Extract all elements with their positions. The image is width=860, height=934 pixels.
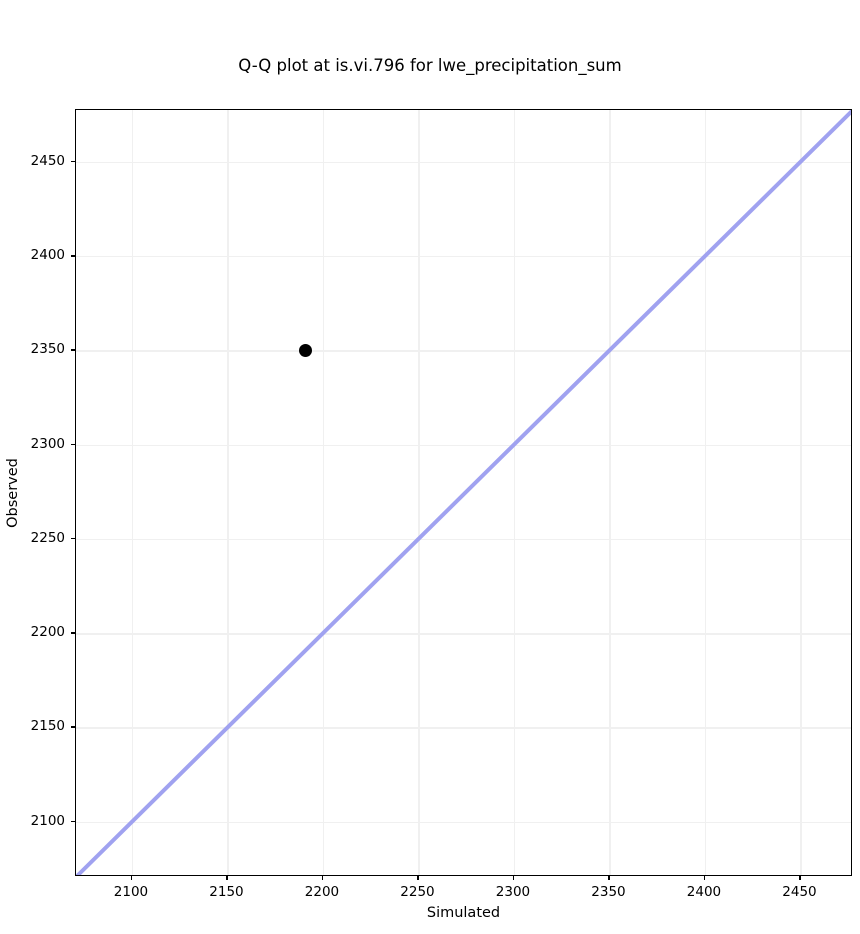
- gridline-horizontal: [76, 538, 851, 541]
- x-tick-label: 2250: [400, 884, 435, 900]
- gridline-vertical: [227, 110, 229, 875]
- y-axis-label-text: Observed: [5, 457, 22, 528]
- gridline-horizontal: [76, 350, 851, 352]
- x-tick-mark: [608, 876, 610, 880]
- x-tick-mark: [130, 876, 133, 880]
- x-tick-label: 2400: [686, 884, 722, 900]
- gridline-vertical: [418, 110, 420, 875]
- y-tick-mark: [71, 443, 75, 446]
- gridline-vertical: [131, 110, 134, 875]
- gridline-vertical: [513, 110, 516, 875]
- chart-title-line-1: Q-Q plot at is.vi.796 for lwe_precipitat…: [238, 56, 622, 75]
- y-tick-label: 2100: [30, 812, 65, 829]
- x-tick-mark: [321, 876, 324, 880]
- x-tick-label: 2350: [591, 884, 626, 900]
- reference-line: [76, 110, 851, 875]
- gridline-horizontal: [76, 256, 851, 258]
- data-point: [299, 343, 313, 357]
- x-axis-label: Simulated: [426, 905, 501, 921]
- x-tick-label: 2100: [113, 884, 149, 900]
- x-tick-label: 2300: [495, 884, 531, 900]
- x-tick-mark: [417, 876, 419, 880]
- y-tick-label: 2300: [30, 435, 65, 452]
- y-tick-mark: [71, 349, 75, 351]
- gridline-horizontal: [76, 633, 851, 635]
- y-axis-label: Observed: [0, 109, 26, 876]
- x-tick-label: 2150: [209, 884, 244, 900]
- y-tick-label: 2400: [30, 247, 65, 264]
- gridline-horizontal: [76, 444, 851, 446]
- gridline-vertical: [322, 110, 325, 875]
- x-tick-label: 2450: [782, 884, 817, 900]
- y-tick-label: 2250: [30, 529, 65, 546]
- gridline-vertical: [609, 110, 611, 875]
- y-tick-label: 2150: [30, 718, 65, 735]
- y-tick-mark: [71, 160, 75, 163]
- x-tick-label: 2200: [304, 884, 340, 900]
- y-tick-label: 2350: [30, 341, 65, 358]
- gridline-vertical: [704, 110, 707, 875]
- y-tick-mark: [71, 726, 75, 728]
- y-tick-label: 2200: [30, 624, 65, 641]
- y-tick-mark: [71, 632, 75, 634]
- y-tick-label: 2450: [30, 152, 65, 169]
- gridline-horizontal: [76, 161, 851, 164]
- gridline-horizontal: [76, 727, 851, 729]
- y-tick-mark: [71, 820, 75, 823]
- x-tick-mark: [512, 876, 515, 880]
- gridline-vertical: [800, 110, 802, 875]
- x-tick-mark: [799, 876, 801, 880]
- y-tick-mark: [71, 537, 75, 540]
- plot-area: [75, 109, 852, 876]
- y-tick-mark: [71, 255, 75, 257]
- gridline-horizontal: [76, 821, 851, 824]
- x-tick-mark: [703, 876, 706, 880]
- x-tick-mark: [226, 876, 228, 880]
